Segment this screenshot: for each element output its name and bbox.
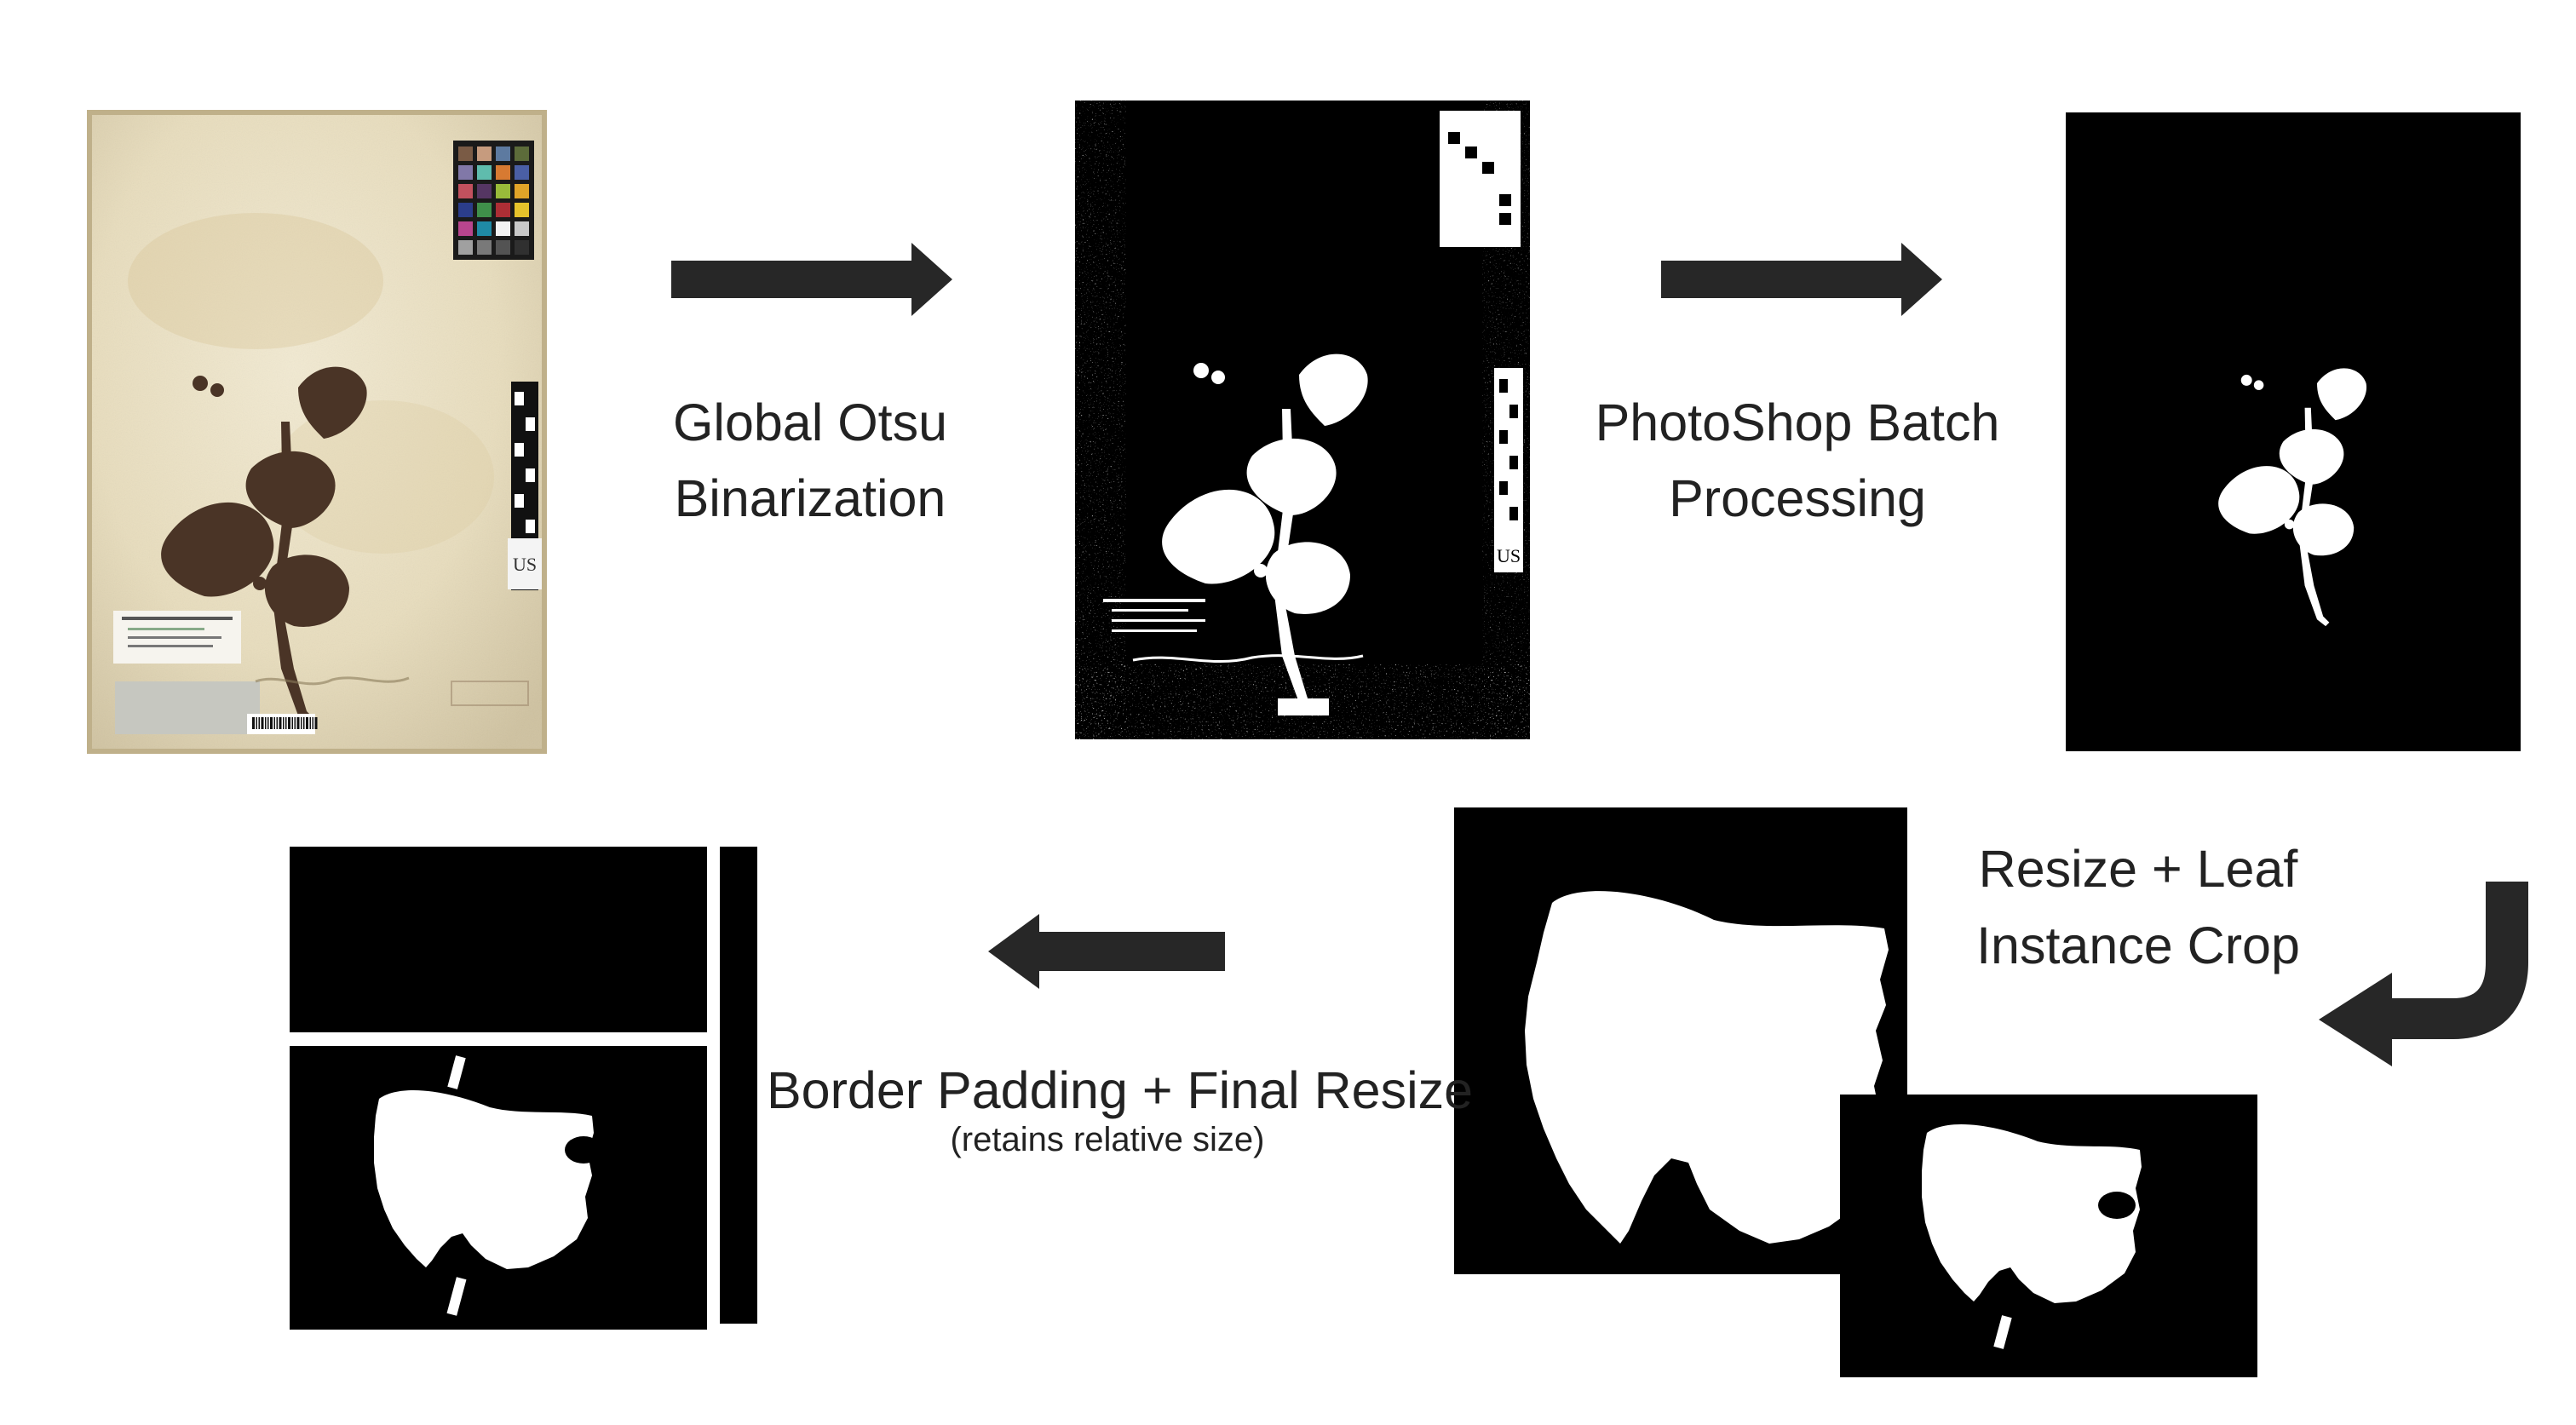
barcode-bar xyxy=(267,717,269,729)
barcode-bar xyxy=(301,717,302,729)
barcode-bar xyxy=(276,717,278,729)
color-swatch xyxy=(496,184,510,198)
barcode-bar xyxy=(285,717,287,729)
barcode-bar xyxy=(288,717,290,729)
color-swatch xyxy=(515,221,529,236)
leaf-instance-crops xyxy=(1454,807,2257,1377)
color-swatch xyxy=(496,165,510,180)
barcode-bar xyxy=(261,717,264,729)
color-swatch xyxy=(496,240,510,255)
barcode-bar xyxy=(279,717,282,729)
barcode-bar xyxy=(314,717,318,729)
barcode-bar xyxy=(258,717,260,729)
herbarium-specimen-image: US xyxy=(87,110,547,754)
barcode-bar xyxy=(283,717,285,729)
border-padding-step-label-line2: (retains relative size) xyxy=(950,1121,1265,1158)
resize-crop-step-label-line2: Instance Crop xyxy=(1976,916,2300,974)
barcode-bar xyxy=(291,717,293,729)
barcode-bar xyxy=(256,717,257,729)
color-swatch xyxy=(515,184,529,198)
barcode-bar xyxy=(312,717,313,729)
padded-final-output xyxy=(290,847,757,1330)
barcode-bar xyxy=(252,717,255,729)
resize-crop-step-label-line1: Resize + Leaf xyxy=(1978,840,2298,898)
color-swatch xyxy=(515,240,529,255)
color-swatch xyxy=(477,240,492,255)
color-swatch xyxy=(515,203,529,217)
color-swatch xyxy=(496,203,510,217)
color-swatch xyxy=(458,203,473,217)
photoshop-processed-image xyxy=(2066,112,2521,751)
color-swatch xyxy=(458,240,473,255)
color-swatch xyxy=(477,184,492,198)
barcode-bar xyxy=(306,717,308,729)
barcode-bar xyxy=(273,717,275,729)
barcode-bar xyxy=(296,717,300,729)
barcode-bar xyxy=(294,717,296,729)
color-calibration-chart xyxy=(453,141,534,260)
arrow-left-icon xyxy=(988,914,1225,989)
color-swatch xyxy=(458,165,473,180)
color-swatch xyxy=(458,147,473,161)
color-swatch xyxy=(477,221,492,236)
color-swatch xyxy=(496,147,510,161)
color-swatch xyxy=(458,184,473,198)
photoshop-step-label-line2: Processing xyxy=(1669,469,1926,527)
color-swatch xyxy=(496,221,510,236)
border-padding-step-label-line1: Border Padding + Final Resize xyxy=(767,1061,1474,1119)
barcode-bar xyxy=(265,717,267,729)
arrow-down-left-icon xyxy=(2319,882,2528,1066)
color-swatch xyxy=(477,147,492,161)
color-swatch xyxy=(515,165,529,180)
arrow-right-icon xyxy=(671,243,952,316)
color-swatch xyxy=(477,165,492,180)
color-swatch xyxy=(458,221,473,236)
barcode-bar xyxy=(309,717,311,729)
otsu-step-label-line2: Binarization xyxy=(674,469,946,527)
svg-text:US: US xyxy=(513,554,537,575)
barcode-bar xyxy=(303,717,305,729)
barcode-bar xyxy=(270,717,273,729)
otsu-step-label-line1: Global Otsu xyxy=(672,394,948,451)
otsu-binarized-image: US xyxy=(1075,101,1530,739)
photoshop-step-label-line1: PhotoShop Batch xyxy=(1595,394,2000,451)
svg-text:US: US xyxy=(1497,545,1521,566)
arrow-right-icon xyxy=(1661,243,1942,316)
scale-ruler: US xyxy=(508,382,542,590)
specimen-label xyxy=(113,611,318,734)
color-swatch xyxy=(515,147,529,161)
color-swatch xyxy=(477,203,492,217)
